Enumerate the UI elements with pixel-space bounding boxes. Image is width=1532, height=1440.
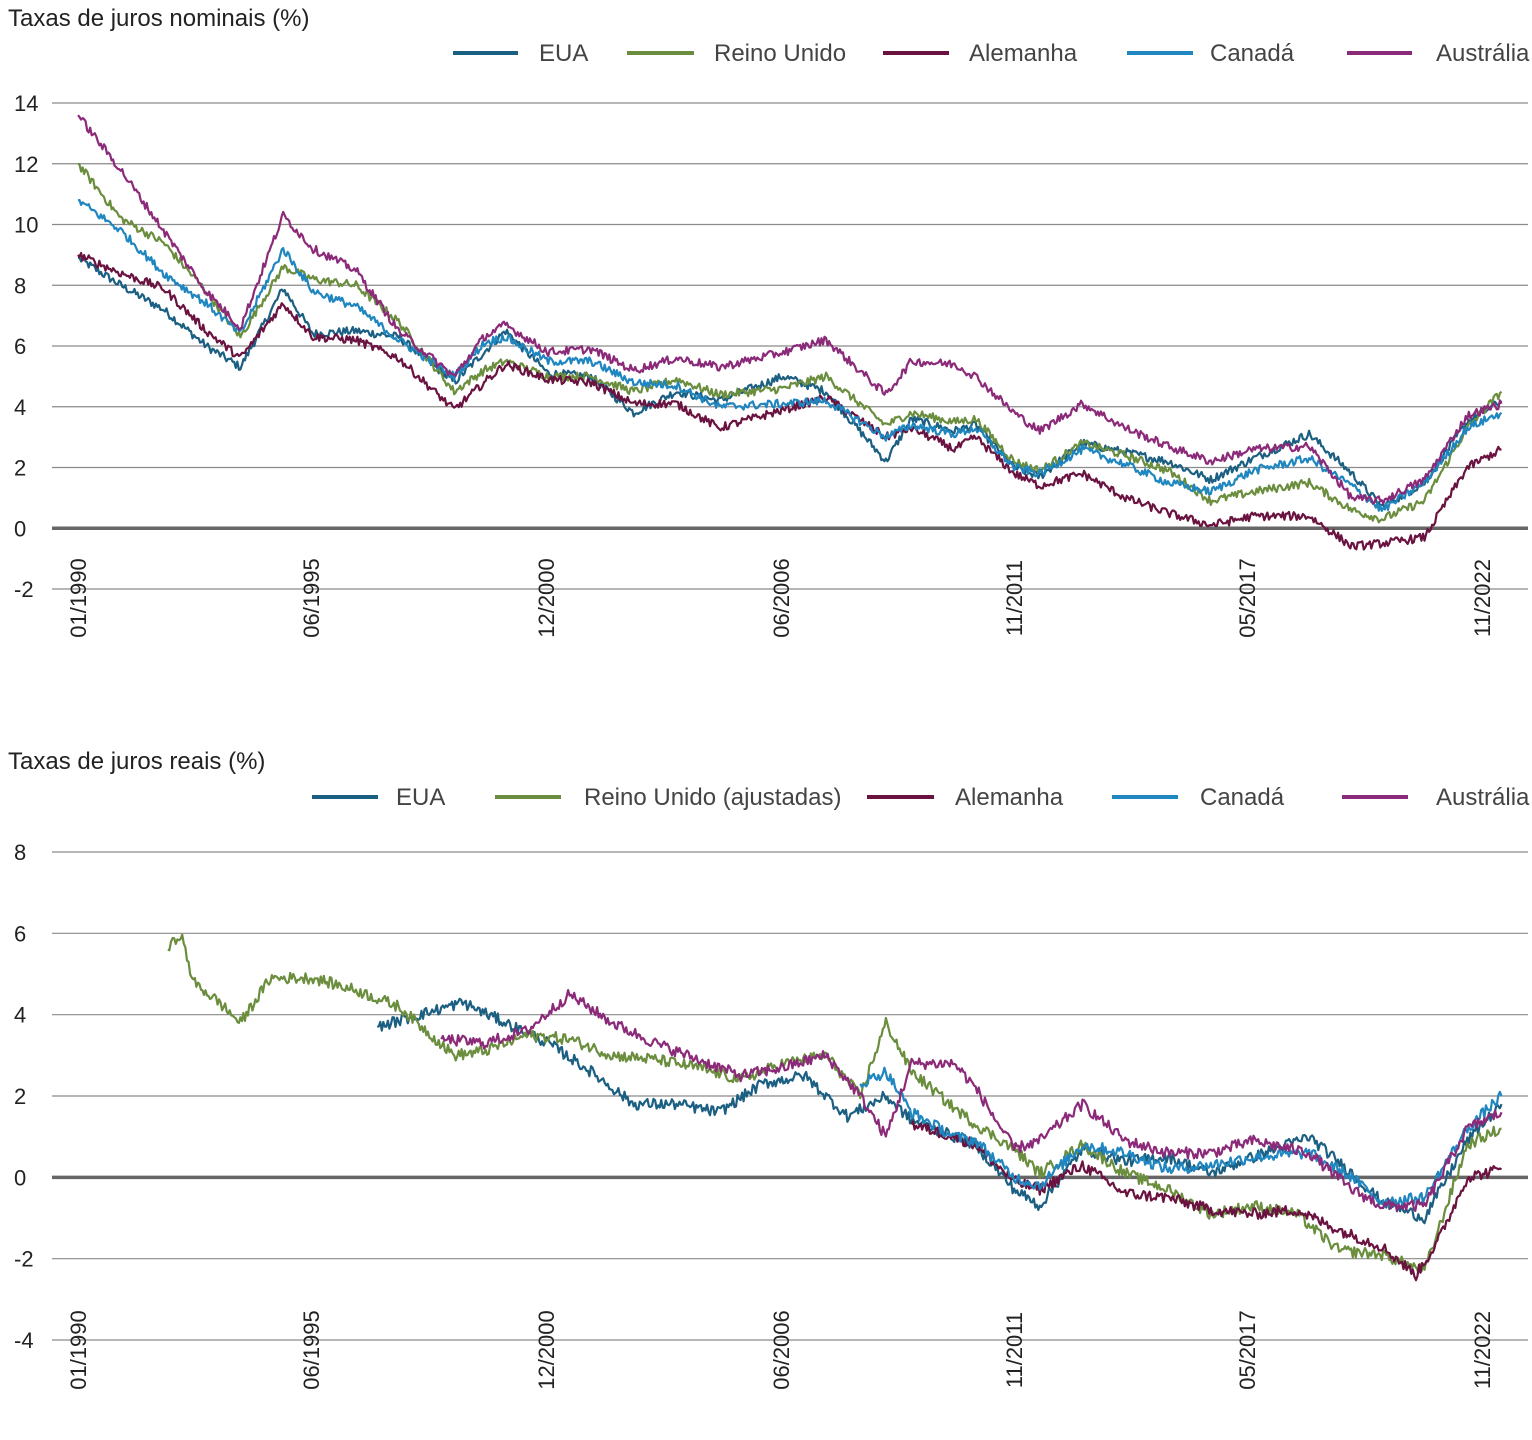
x-tick-label: 11/2022 bbox=[1470, 1311, 1495, 1389]
y-tick-label: 6 bbox=[14, 334, 26, 359]
y-tick-label: 8 bbox=[14, 273, 26, 298]
legend-label: Reino Unido (ajustadas) bbox=[584, 784, 841, 811]
series-line-1 bbox=[376, 997, 1503, 1225]
y-tick-label: 14 bbox=[14, 91, 38, 116]
y-tick-label: 0 bbox=[14, 1165, 26, 1190]
legend-label: EUA bbox=[539, 40, 588, 67]
y-tick-label: 2 bbox=[14, 1084, 26, 1109]
y-tick-label: -2 bbox=[14, 1247, 34, 1272]
legend-label: EUA bbox=[396, 784, 445, 811]
y-tick-label: -2 bbox=[14, 577, 34, 602]
series-line-2 bbox=[167, 933, 1502, 1274]
x-tick-label: 11/2011 bbox=[1002, 560, 1027, 636]
legend-label: Austrália bbox=[1436, 40, 1530, 67]
x-tick-label: 11/2011 bbox=[1002, 1312, 1027, 1388]
x-tick-label: 12/2000 bbox=[534, 558, 559, 638]
y-tick-label: 12 bbox=[14, 152, 38, 177]
x-tick-label: 01/1990 bbox=[66, 558, 91, 638]
series-line-3 bbox=[77, 251, 1502, 551]
series-line-5 bbox=[440, 989, 1503, 1212]
x-tick-label: 05/2017 bbox=[1235, 1310, 1260, 1390]
y-tick-label: -4 bbox=[14, 1328, 34, 1353]
x-tick-label: 01/1990 bbox=[66, 1310, 91, 1390]
y-tick-label: 4 bbox=[14, 395, 26, 420]
series-line-4 bbox=[77, 199, 1503, 512]
x-tick-label: 06/2006 bbox=[769, 1310, 794, 1390]
chart-1: Taxas de juros nominais (%) 14 12 10 8 6 4 2 0 -2… bbox=[8, 5, 1530, 638]
legend-label: Canadá bbox=[1210, 40, 1295, 67]
series-line-2 bbox=[77, 162, 1503, 524]
legend-label: Alemanha bbox=[955, 784, 1064, 811]
y-tick-label: 10 bbox=[14, 213, 38, 238]
x-tick-label: 05/2017 bbox=[1235, 558, 1260, 638]
y-tick-label: 0 bbox=[14, 516, 26, 541]
x-tick-label: 06/1995 bbox=[299, 1310, 324, 1390]
legend-label: Austrália bbox=[1436, 784, 1530, 811]
y-tick-label: 4 bbox=[14, 1003, 26, 1028]
legend-label: Canadá bbox=[1200, 784, 1285, 811]
series-line-3 bbox=[910, 1120, 1502, 1282]
chart-title: Taxas de juros nominais (%) bbox=[8, 5, 309, 32]
series-line-1 bbox=[77, 256, 1503, 511]
legend-label: Reino Unido bbox=[714, 40, 846, 67]
y-tick-label: 6 bbox=[14, 921, 26, 946]
x-tick-label: 12/2000 bbox=[534, 1310, 559, 1390]
legend-label: Alemanha bbox=[969, 40, 1078, 67]
x-tick-label: 06/1995 bbox=[299, 558, 324, 638]
y-tick-label: 2 bbox=[14, 456, 26, 481]
chart-2: Taxas de juros reais (%) 8 6 4 2 0 -2 -4 01/1990… bbox=[8, 748, 1530, 1390]
y-tick-label: 8 bbox=[14, 840, 26, 865]
x-tick-label: 11/2022 bbox=[1470, 559, 1495, 637]
x-tick-label: 06/2006 bbox=[769, 558, 794, 638]
series-line-5 bbox=[77, 114, 1503, 505]
chart-title: Taxas de juros reais (%) bbox=[8, 748, 265, 775]
